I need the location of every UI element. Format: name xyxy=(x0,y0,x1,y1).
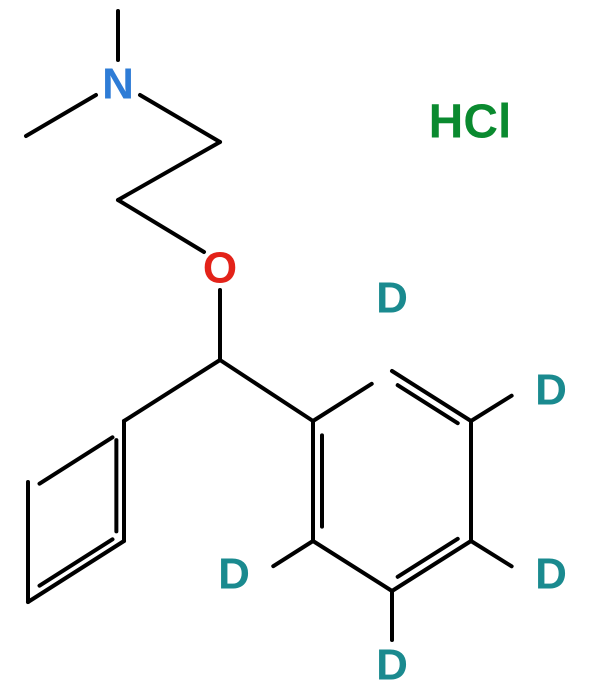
atom-label-O: O xyxy=(203,244,237,293)
atom-label-HCl: HCl xyxy=(429,96,512,149)
atom-label-D5: D xyxy=(218,550,250,599)
atom-label-D2: D xyxy=(535,366,567,415)
atom-label-D1: D xyxy=(376,274,408,323)
molecule-diagram: N O HCl D D D D D xyxy=(0,0,600,682)
atom-label-D4: D xyxy=(376,641,408,682)
atom-label-D3: D xyxy=(535,550,567,599)
atom-label-N: N xyxy=(102,60,134,109)
